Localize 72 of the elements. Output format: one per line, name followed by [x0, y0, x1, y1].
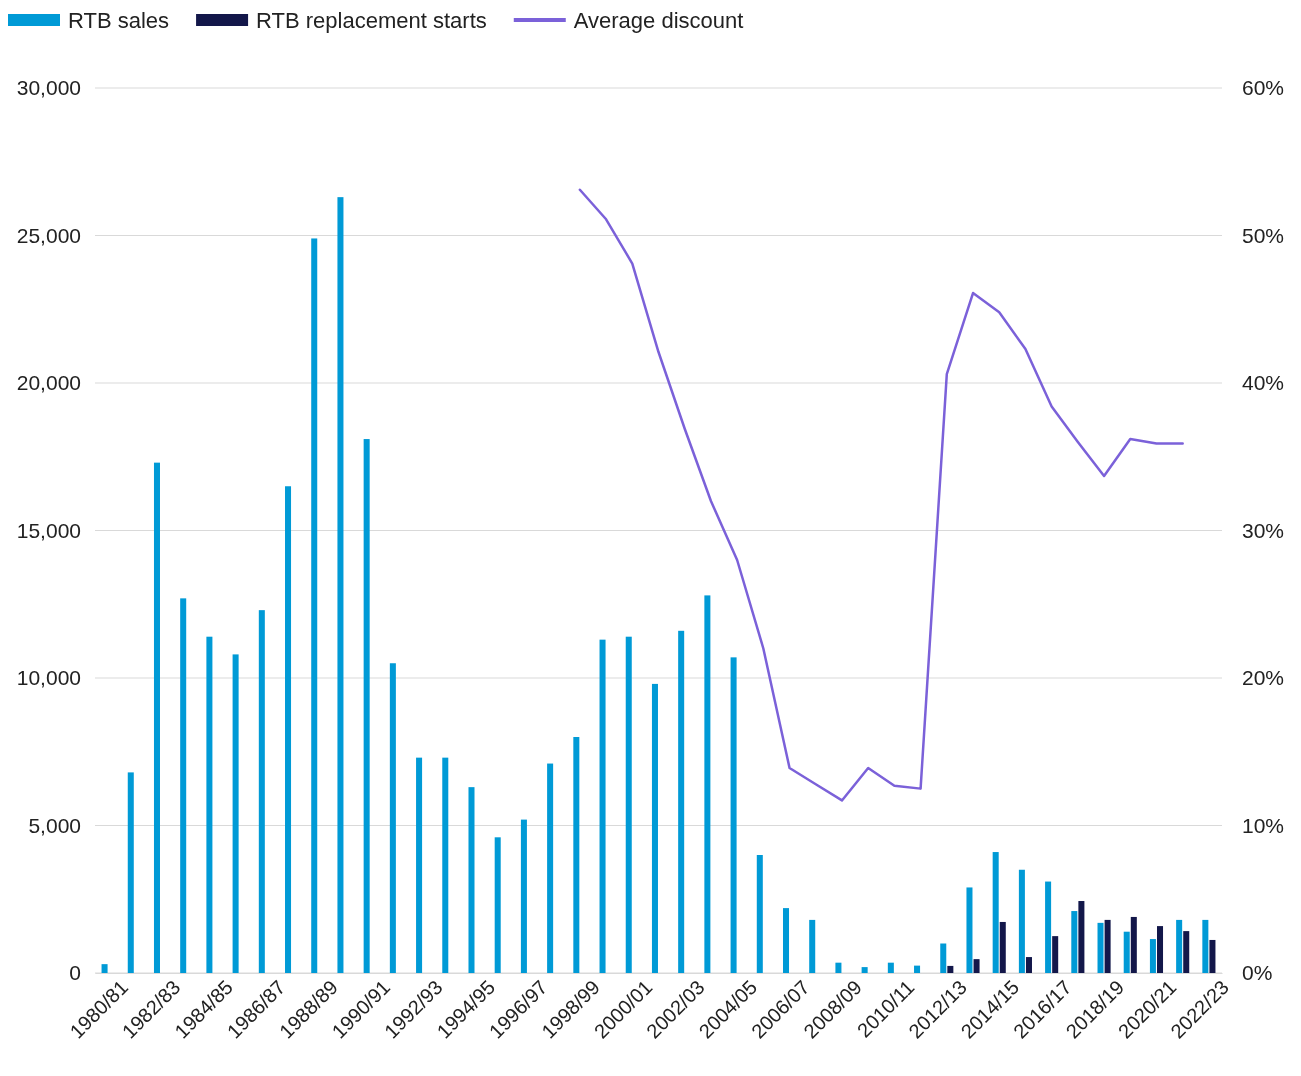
bar [599, 639, 606, 973]
y-tick-label: 5,000 [28, 813, 81, 837]
bar [1097, 922, 1104, 973]
bar [1018, 869, 1025, 973]
legend-label: RTB replacement starts [256, 8, 487, 33]
bar [1157, 926, 1164, 973]
bar [1078, 901, 1085, 973]
y2-tick-label: 30% [1242, 518, 1285, 542]
bar [999, 921, 1006, 973]
bar [1123, 931, 1130, 973]
bar [180, 598, 187, 973]
bar [835, 962, 842, 973]
bar [389, 663, 396, 973]
y-tick-label: 25,000 [16, 223, 81, 247]
bar [1071, 911, 1078, 973]
bar [153, 462, 160, 973]
y-tick-label: 10,000 [16, 666, 81, 690]
bar [940, 943, 947, 973]
bar [1045, 881, 1052, 973]
bar [809, 919, 816, 973]
bar [258, 610, 265, 973]
bar [1052, 936, 1059, 973]
bar [1149, 939, 1156, 973]
y2-tick-label: 50% [1242, 223, 1285, 247]
bar [494, 837, 501, 973]
bar [782, 908, 790, 973]
bar [311, 238, 318, 973]
bar [1130, 916, 1137, 973]
bar [730, 657, 737, 973]
bar [1183, 931, 1190, 973]
y2-tick-label: 0% [1242, 961, 1273, 985]
bar [973, 959, 980, 973]
bar [573, 737, 580, 973]
legend-label: Average discount [573, 8, 744, 33]
y2-tick-label: 60% [1242, 76, 1285, 100]
bar [678, 630, 685, 973]
bar [887, 962, 894, 973]
y2-tick-label: 20% [1242, 666, 1285, 690]
bar [337, 197, 344, 973]
bar [966, 887, 973, 973]
bar [232, 654, 239, 973]
bar [547, 763, 554, 973]
y-tick-label: 20,000 [16, 371, 81, 395]
bar [206, 636, 213, 973]
bar [1176, 919, 1183, 973]
bar [127, 772, 134, 973]
bar [442, 757, 449, 973]
bar [704, 595, 711, 973]
y-tick-label: 30,000 [16, 76, 81, 100]
bar [1209, 939, 1216, 973]
bar [416, 757, 423, 973]
bar [468, 787, 475, 973]
bar [1104, 919, 1111, 973]
bar [285, 486, 292, 973]
bar [1025, 957, 1032, 973]
y2-tick-label: 40% [1242, 371, 1285, 395]
line-series [578, 188, 1184, 802]
bar [756, 855, 763, 973]
y-tick-label: 15,000 [16, 518, 81, 542]
bar [101, 964, 108, 973]
bar [992, 852, 999, 973]
bar [363, 439, 370, 973]
bar [861, 967, 868, 973]
bar [1202, 919, 1209, 973]
bar [625, 636, 632, 973]
y-tick-label: 0 [69, 961, 81, 985]
legend-label: RTB sales [68, 8, 170, 33]
bar [947, 965, 954, 973]
bar [651, 683, 658, 973]
y2-tick-label: 10% [1242, 813, 1285, 837]
bar [520, 819, 527, 973]
bar [914, 965, 921, 973]
